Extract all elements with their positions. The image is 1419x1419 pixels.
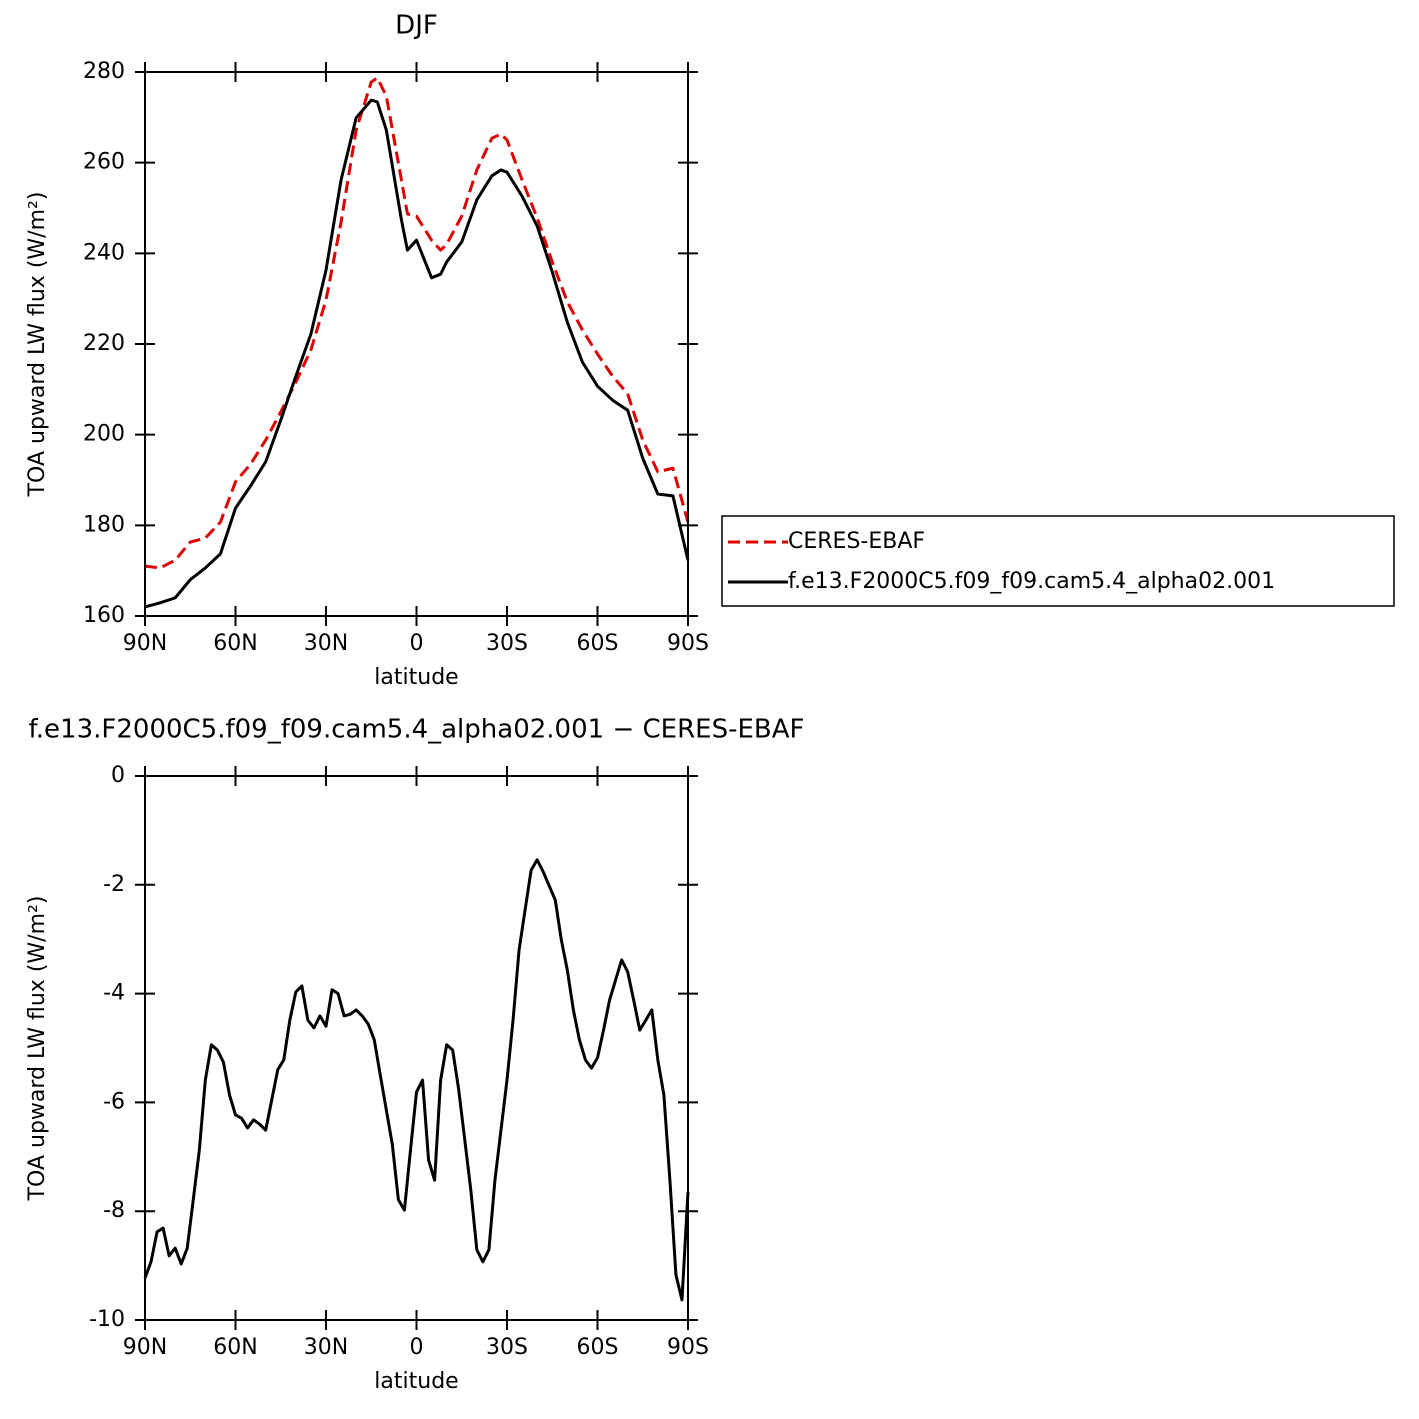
- y-tick-label: 0: [111, 763, 125, 788]
- plot-frame: [144, 775, 689, 1321]
- x-tick-label: 90N: [123, 1335, 167, 1360]
- y-tick-label: 160: [83, 603, 125, 628]
- x-axis-label: latitude: [374, 665, 458, 690]
- plot-frame: [144, 71, 689, 617]
- data-line: [144, 76, 690, 570]
- x-tick-label: 60N: [213, 631, 257, 656]
- y-tick-label: -10: [89, 1307, 125, 1332]
- y-tick-label: 180: [83, 512, 125, 537]
- x-tick-label: 0: [410, 1335, 424, 1360]
- x-tick-label: 30N: [304, 1335, 348, 1360]
- y-tick-label: 280: [83, 59, 125, 84]
- x-tick-label: 30S: [486, 631, 528, 656]
- y-tick-label: -6: [103, 1089, 125, 1114]
- chart-title: f.e13.F2000C5.f09_f09.cam5.4_alpha02.001…: [29, 715, 805, 745]
- data-line: [144, 98, 690, 609]
- chart-title: DJF: [395, 11, 438, 41]
- y-tick-label: 220: [83, 331, 125, 356]
- x-tick-label: 0: [410, 631, 424, 656]
- x-tick-label: 30N: [304, 631, 348, 656]
- x-tick-label: 60N: [213, 1335, 257, 1360]
- y-tick-label: 200: [83, 422, 125, 447]
- legend-box: [721, 515, 1395, 607]
- y-axis-label: TOA upward LW flux (W/m²): [25, 896, 50, 1202]
- legend-label: CERES-EBAF: [788, 529, 925, 554]
- x-tick-label: 90S: [667, 631, 709, 656]
- y-tick-label: 260: [83, 150, 125, 175]
- x-tick-label: 60S: [577, 1335, 619, 1360]
- y-tick-label: -2: [103, 872, 125, 897]
- data-line: [143, 858, 690, 1302]
- y-tick-label: -8: [103, 1198, 125, 1223]
- x-axis-label: latitude: [374, 1369, 458, 1394]
- y-tick-label: -4: [103, 981, 125, 1006]
- x-tick-label: 60S: [577, 631, 619, 656]
- legend-label: f.e13.F2000C5.f09_f09.cam5.4_alpha02.001: [788, 569, 1275, 594]
- y-tick-label: 240: [83, 240, 125, 265]
- x-tick-label: 90N: [123, 631, 167, 656]
- y-axis-label: TOA upward LW flux (W/m²): [25, 192, 50, 498]
- x-tick-label: 30S: [486, 1335, 528, 1360]
- x-tick-label: 90S: [667, 1335, 709, 1360]
